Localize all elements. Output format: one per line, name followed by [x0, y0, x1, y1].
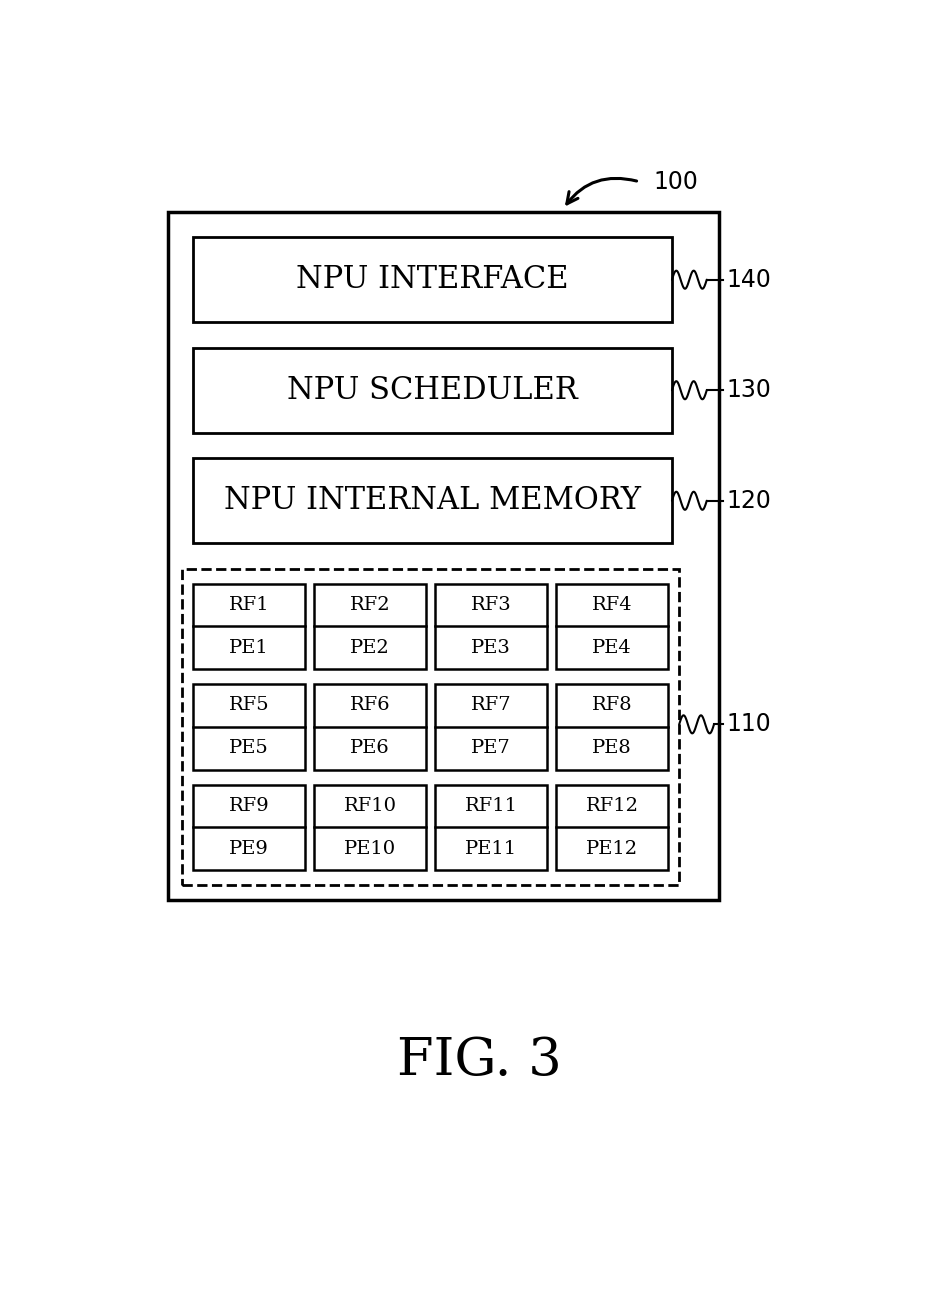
Text: RF7: RF7 — [471, 697, 512, 715]
Text: PE8: PE8 — [592, 739, 632, 757]
Text: PE6: PE6 — [350, 739, 390, 757]
Text: 140: 140 — [726, 268, 771, 292]
Text: RF2: RF2 — [350, 596, 390, 615]
Bar — [168, 211, 719, 900]
Text: PE3: PE3 — [472, 638, 511, 656]
Text: RF6: RF6 — [350, 697, 390, 715]
Text: NPU INTERNAL MEMORY: NPU INTERNAL MEMORY — [224, 485, 641, 517]
Bar — [193, 458, 672, 543]
Text: 100: 100 — [653, 170, 698, 193]
Bar — [193, 684, 305, 770]
Bar — [193, 784, 305, 870]
Text: RF11: RF11 — [464, 797, 518, 816]
Bar — [556, 583, 668, 669]
Bar — [435, 784, 548, 870]
Text: PE12: PE12 — [586, 839, 638, 857]
Text: NPU INTERFACE: NPU INTERFACE — [296, 264, 569, 295]
Bar — [193, 347, 672, 433]
Bar — [314, 784, 427, 870]
Text: RF4: RF4 — [592, 596, 633, 615]
Bar — [556, 684, 668, 770]
Text: 130: 130 — [726, 378, 771, 402]
Text: RF8: RF8 — [592, 697, 633, 715]
Bar — [193, 238, 672, 322]
Text: PE1: PE1 — [229, 638, 270, 656]
Text: 120: 120 — [726, 489, 771, 513]
Text: FIG. 3: FIG. 3 — [397, 1035, 563, 1087]
Bar — [435, 583, 548, 669]
Text: PE5: PE5 — [229, 739, 270, 757]
Text: RF12: RF12 — [586, 797, 638, 816]
Text: RF5: RF5 — [229, 697, 270, 715]
Text: PE2: PE2 — [350, 638, 390, 656]
Text: PE9: PE9 — [229, 839, 270, 857]
Text: PE7: PE7 — [472, 739, 511, 757]
Text: 110: 110 — [726, 713, 771, 736]
Text: PE11: PE11 — [465, 839, 518, 857]
Bar — [556, 784, 668, 870]
Bar — [314, 583, 427, 669]
Bar — [193, 583, 305, 669]
Bar — [435, 684, 548, 770]
Text: RF1: RF1 — [229, 596, 270, 615]
Text: NPU SCHEDULER: NPU SCHEDULER — [287, 375, 578, 406]
Bar — [183, 569, 680, 885]
Text: PE4: PE4 — [592, 638, 632, 656]
Bar — [314, 684, 427, 770]
Text: PE10: PE10 — [344, 839, 396, 857]
Text: RF10: RF10 — [344, 797, 397, 816]
Text: RF9: RF9 — [229, 797, 270, 816]
Text: RF3: RF3 — [471, 596, 512, 615]
